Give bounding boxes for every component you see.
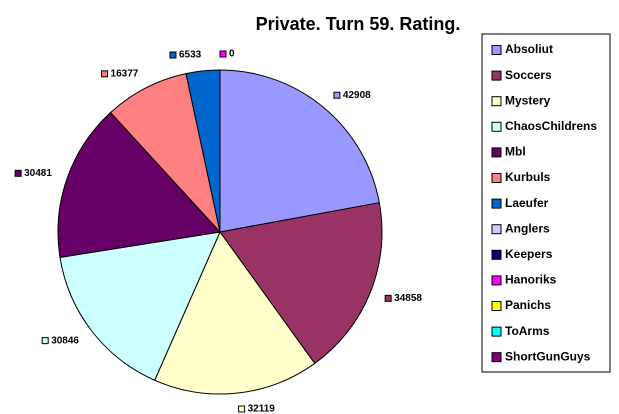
- legend-label: Keepers: [505, 247, 553, 261]
- legend-swatch: [491, 70, 502, 81]
- legend-swatch: [491, 147, 502, 158]
- pie-slice: [219, 69, 380, 233]
- data-label: 0: [229, 49, 235, 60]
- legend-label: ChaosChildrens: [505, 119, 597, 133]
- legend-swatch: [491, 249, 502, 260]
- legend-swatch: [491, 121, 502, 132]
- data-label: 42908: [343, 90, 371, 101]
- legend-label: ShortGunGuys: [505, 349, 591, 363]
- data-label: 6533: [179, 50, 202, 61]
- data-label-marker: [333, 91, 341, 99]
- pie-slice: [154, 230, 316, 395]
- pie-slice: [109, 73, 221, 234]
- legend-label: Hanoriks: [505, 273, 557, 287]
- data-label-marker: [238, 405, 246, 413]
- legend-swatch: [491, 173, 502, 183]
- data-label-marker: [219, 50, 227, 58]
- legend-swatch: [491, 96, 502, 107]
- legend-label: Mbl: [505, 145, 526, 159]
- data-label-marker: [101, 70, 109, 78]
- legend-label: Kurbuls: [505, 170, 551, 184]
- data-label-marker: [14, 169, 22, 177]
- legend-label: Anglers: [505, 221, 550, 235]
- data-label: 30846: [51, 335, 79, 346]
- data-label-marker: [384, 294, 392, 302]
- pie-slice: [59, 231, 221, 381]
- legend-swatch: [491, 45, 502, 55]
- data-label: 32119: [248, 404, 276, 414]
- data-label: 30481: [24, 168, 52, 179]
- data-label: 16377: [111, 68, 139, 79]
- legend-label: Mystery: [505, 93, 551, 107]
- legend-label: Panichs: [505, 298, 551, 312]
- pie-slice: [219, 202, 383, 365]
- data-label-marker: [169, 51, 177, 59]
- legend-label: ToArms: [505, 324, 550, 338]
- legend-swatch: [491, 301, 502, 311]
- data-label: 34858: [394, 293, 422, 304]
- legend-label: Absoliut: [505, 42, 553, 56]
- legend-swatch: [491, 326, 502, 337]
- legend-swatch: [491, 198, 502, 209]
- legend-swatch: [491, 224, 502, 235]
- pie-slice: [57, 111, 221, 258]
- legend-swatch: [491, 352, 502, 363]
- legend-label: Laeufer: [505, 196, 549, 210]
- chart-title: Private. Turn 59. Rating.: [256, 14, 461, 34]
- legend-label: Soccers: [505, 68, 552, 82]
- legend-swatch: [491, 275, 502, 286]
- legend-box: [481, 33, 611, 373]
- data-label-marker: [41, 337, 49, 345]
